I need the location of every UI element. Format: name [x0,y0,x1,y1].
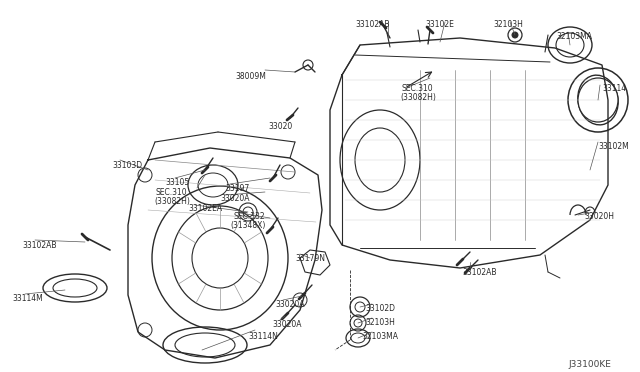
Text: 32103H: 32103H [365,318,395,327]
Text: 33020A: 33020A [275,300,305,309]
Text: 33020: 33020 [268,122,292,131]
Text: 33020H: 33020H [584,212,614,221]
Text: (33082H): (33082H) [154,197,190,206]
Ellipse shape [175,333,235,357]
Text: 33102E: 33102E [425,20,454,29]
Text: 32103MA: 32103MA [556,32,592,41]
Text: 32103H: 32103H [493,20,523,29]
Circle shape [512,32,518,38]
Ellipse shape [192,228,248,288]
Text: SEC.332: SEC.332 [233,212,264,221]
Text: 33020A: 33020A [272,320,301,329]
Text: 33114M: 33114M [12,294,43,303]
Text: SEC.310: SEC.310 [156,188,188,197]
Ellipse shape [53,279,97,297]
Text: 33103D: 33103D [112,161,142,170]
Ellipse shape [351,333,365,343]
Text: SEC.310: SEC.310 [402,84,434,93]
Text: 33114N: 33114N [248,332,278,341]
Text: 33114: 33114 [602,84,626,93]
Ellipse shape [556,33,584,57]
Text: 33102AB: 33102AB [22,241,56,250]
Text: 38009M: 38009M [235,72,266,81]
Text: (33082H): (33082H) [400,93,436,102]
Ellipse shape [578,78,618,122]
Text: 33179N: 33179N [295,254,325,263]
Text: 33105: 33105 [165,178,189,187]
Text: (31348X): (31348X) [230,221,266,230]
Text: 33102AB: 33102AB [462,268,497,277]
Text: J33100KE: J33100KE [568,360,611,369]
Text: 33020A: 33020A [220,194,250,203]
Ellipse shape [586,84,610,116]
Text: 33102EA: 33102EA [188,204,222,213]
Text: 33197: 33197 [225,184,249,193]
Text: 33102AB: 33102AB [355,20,390,29]
Text: 32103MA: 32103MA [362,332,398,341]
Text: 33102M: 33102M [598,142,628,151]
Text: 33102D: 33102D [365,304,395,313]
